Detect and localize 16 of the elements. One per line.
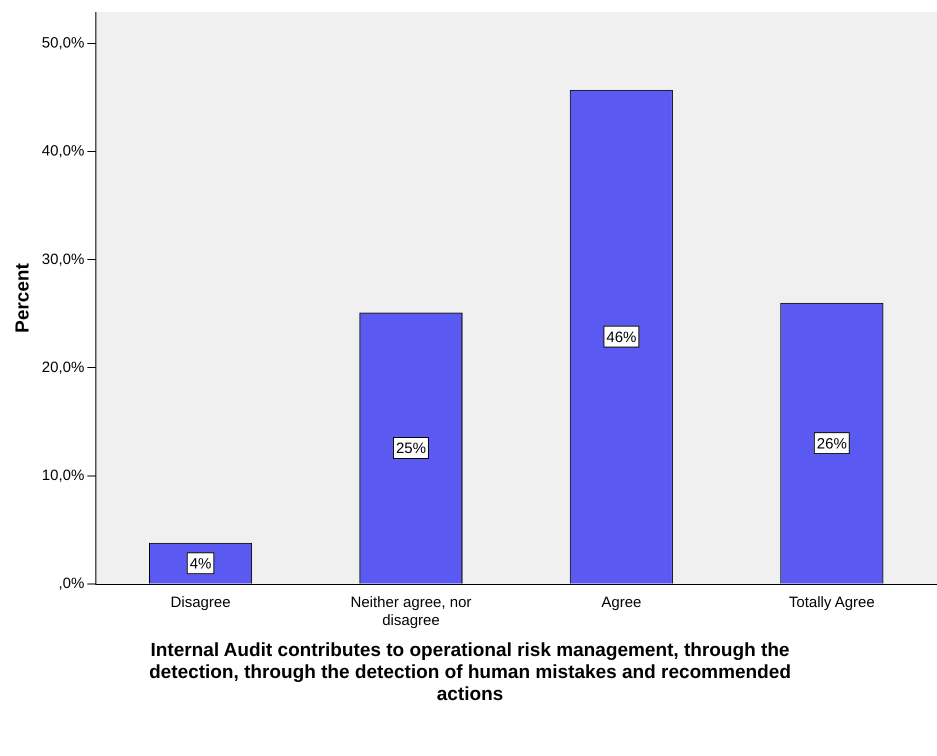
y-tick-label: 40,0% <box>42 142 84 160</box>
y-axis-title: Percent <box>12 262 34 333</box>
data-label: 26% <box>816 435 847 452</box>
x-tick-label: Agree <box>601 594 642 612</box>
x-axis-title: Internal Audit contributes to operational risk management, through the detection, through the detection of human mistakes and recommended actions <box>148 640 792 706</box>
x-tick-label: Totally Agree <box>788 594 875 612</box>
x-tick-label: Disagree <box>170 594 231 612</box>
y-tick-label: 30,0% <box>42 250 84 268</box>
data-label: 46% <box>606 328 636 346</box>
x-tick-label: Neither agree, nor disagree <box>350 594 472 630</box>
y-tick-label: 50,0% <box>42 34 84 52</box>
y-tick-label: ,0% <box>58 575 84 592</box>
y-tick-label: 10,0% <box>42 467 84 484</box>
y-tick-label: 20,0% <box>42 358 84 376</box>
data-label: 25% <box>396 440 426 458</box>
data-label: 4% <box>190 555 212 572</box>
